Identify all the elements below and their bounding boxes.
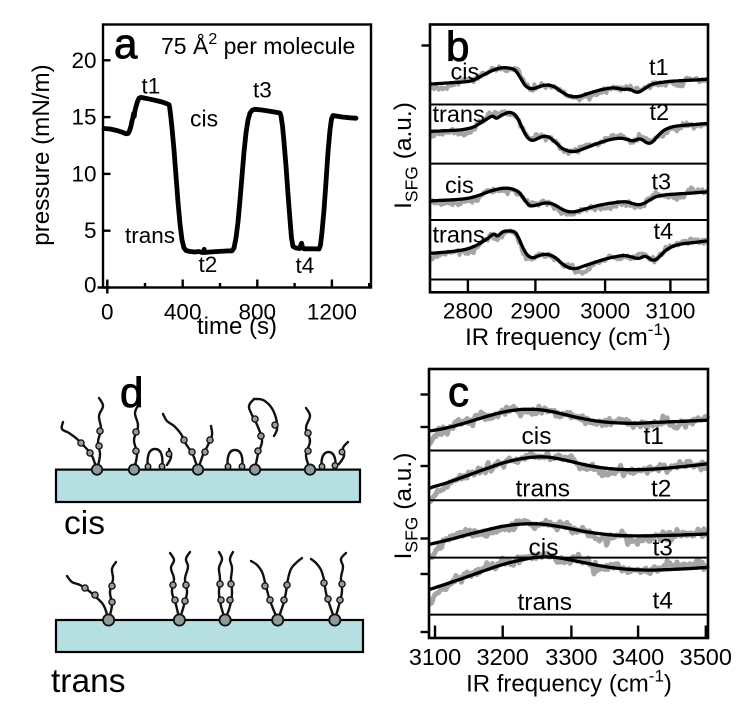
svg-text:t2: t2 [651, 476, 671, 503]
svg-text:c: c [448, 368, 469, 415]
svg-text:trans: trans [516, 476, 570, 503]
svg-text:2900: 2900 [510, 298, 560, 323]
svg-text:pressure (mN/m): pressure (mN/m) [28, 64, 55, 245]
svg-text:IR frequency (cm-1): IR frequency (cm-1) [465, 320, 671, 351]
svg-text:a: a [114, 20, 138, 67]
svg-text:2800: 2800 [443, 298, 493, 323]
svg-text:t3: t3 [652, 169, 672, 195]
svg-text:400: 400 [164, 300, 202, 325]
svg-text:3200: 3200 [477, 644, 529, 670]
svg-text:ISFG (a.u.): ISFG (a.u.) [390, 102, 422, 209]
svg-text:15: 15 [71, 105, 96, 130]
svg-text:3100: 3100 [645, 298, 695, 323]
svg-text:trans: trans [433, 222, 485, 248]
svg-text:cis: cis [529, 535, 559, 562]
svg-text:5: 5 [84, 218, 97, 243]
svg-text:10: 10 [71, 161, 96, 186]
svg-text:t1: t1 [649, 54, 669, 80]
svg-text:cis: cis [522, 423, 552, 450]
svg-text:t4: t4 [296, 253, 315, 278]
svg-text:t1: t1 [142, 74, 161, 99]
svg-text:0: 0 [101, 300, 114, 325]
svg-text:IR frequency (cm-1): IR frequency (cm-1) [466, 667, 672, 698]
svg-text:t2: t2 [199, 252, 218, 277]
svg-text:t4: t4 [654, 218, 674, 244]
svg-text:20: 20 [71, 48, 96, 73]
svg-text:cis: cis [190, 106, 218, 132]
svg-text:1200: 1200 [307, 300, 357, 325]
svg-text:cis: cis [451, 59, 480, 85]
svg-text:3400: 3400 [612, 644, 664, 670]
svg-text:3100: 3100 [409, 644, 461, 670]
svg-text:0: 0 [84, 273, 97, 298]
svg-text:trans: trans [433, 101, 485, 127]
svg-text:time (s): time (s) [197, 313, 277, 340]
svg-text:cis: cis [64, 505, 105, 542]
svg-text:t3: t3 [653, 535, 673, 562]
svg-text:trans: trans [518, 589, 572, 616]
svg-text:trans: trans [125, 223, 175, 248]
svg-text:75 Å2 per molecule: 75 Å2 per molecule [161, 31, 355, 59]
svg-text:b: b [446, 23, 469, 70]
svg-text:cis: cis [445, 172, 474, 198]
svg-text:t4: t4 [653, 588, 673, 615]
svg-text:3000: 3000 [580, 298, 630, 323]
svg-text:t3: t3 [253, 78, 272, 103]
svg-text:t2: t2 [650, 99, 670, 125]
svg-text:d: d [120, 369, 143, 416]
svg-text:t1: t1 [644, 423, 664, 450]
svg-text:800: 800 [239, 300, 277, 325]
svg-text:3500: 3500 [680, 644, 732, 670]
svg-text:3300: 3300 [545, 644, 597, 670]
svg-text:ISFG (a.u.): ISFG (a.u.) [390, 453, 422, 560]
svg-text:trans: trans [51, 663, 125, 700]
